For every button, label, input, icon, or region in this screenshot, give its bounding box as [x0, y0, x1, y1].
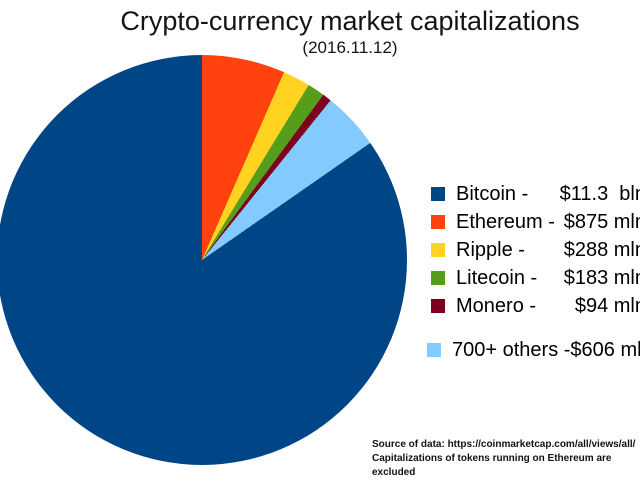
legend: Bitcoin - $11.3 bln Ethereum - $875 mln … [427, 180, 640, 364]
legend-item-monero: Monero - $94 mln [431, 292, 640, 320]
legend-label: Bitcoin - [456, 182, 529, 205]
legend-value: $94 mln [574, 294, 640, 317]
legend-swatch-others [427, 343, 441, 357]
legend-swatch-litecoin [431, 271, 445, 285]
chart-title: Crypto-currency market capitalizations [120, 6, 580, 36]
legend-label: Ripple - [456, 238, 525, 261]
legend-item-ethereum: Ethereum - $875 mln [431, 208, 640, 236]
legend-label: 700+ others - [452, 338, 571, 361]
legend-value: $288 mln [563, 238, 640, 261]
legend-value: $11.3 bln [559, 182, 640, 205]
legend-value: $183 mln [563, 266, 640, 289]
legend-swatch-ripple [431, 243, 445, 257]
legend-swatch-bitcoin [431, 187, 445, 201]
legend-label: Ethereum - [456, 210, 555, 233]
legend-item-others: 700+ others - $606 mln [427, 336, 640, 364]
legend-item-litecoin: Litecoin - $183 mln [431, 264, 640, 292]
source-note: Source of data: https://coinmarketcap.co… [372, 438, 640, 480]
source-note-line2: Capitalizations of tokens running on Eth… [372, 453, 612, 478]
legend-swatch-monero [431, 299, 445, 313]
legend-value: $875 mln [563, 210, 640, 233]
legend-item-bitcoin: Bitcoin - $11.3 bln [431, 180, 640, 208]
source-note-line1: Source of data: https://coinmarketcap.co… [372, 439, 636, 450]
legend-label: Monero - [456, 294, 537, 317]
chart-subtitle: (2016.11.12) [302, 38, 398, 57]
pie-chart [0, 55, 407, 465]
title-block: Crypto-currency market capitalizations (… [55, 6, 640, 57]
legend-item-ripple: Ripple - $288 mln [431, 236, 640, 264]
legend-swatch-ethereum [431, 215, 445, 229]
legend-value: $606 mln [570, 338, 640, 361]
legend-label: Litecoin - [456, 266, 538, 289]
